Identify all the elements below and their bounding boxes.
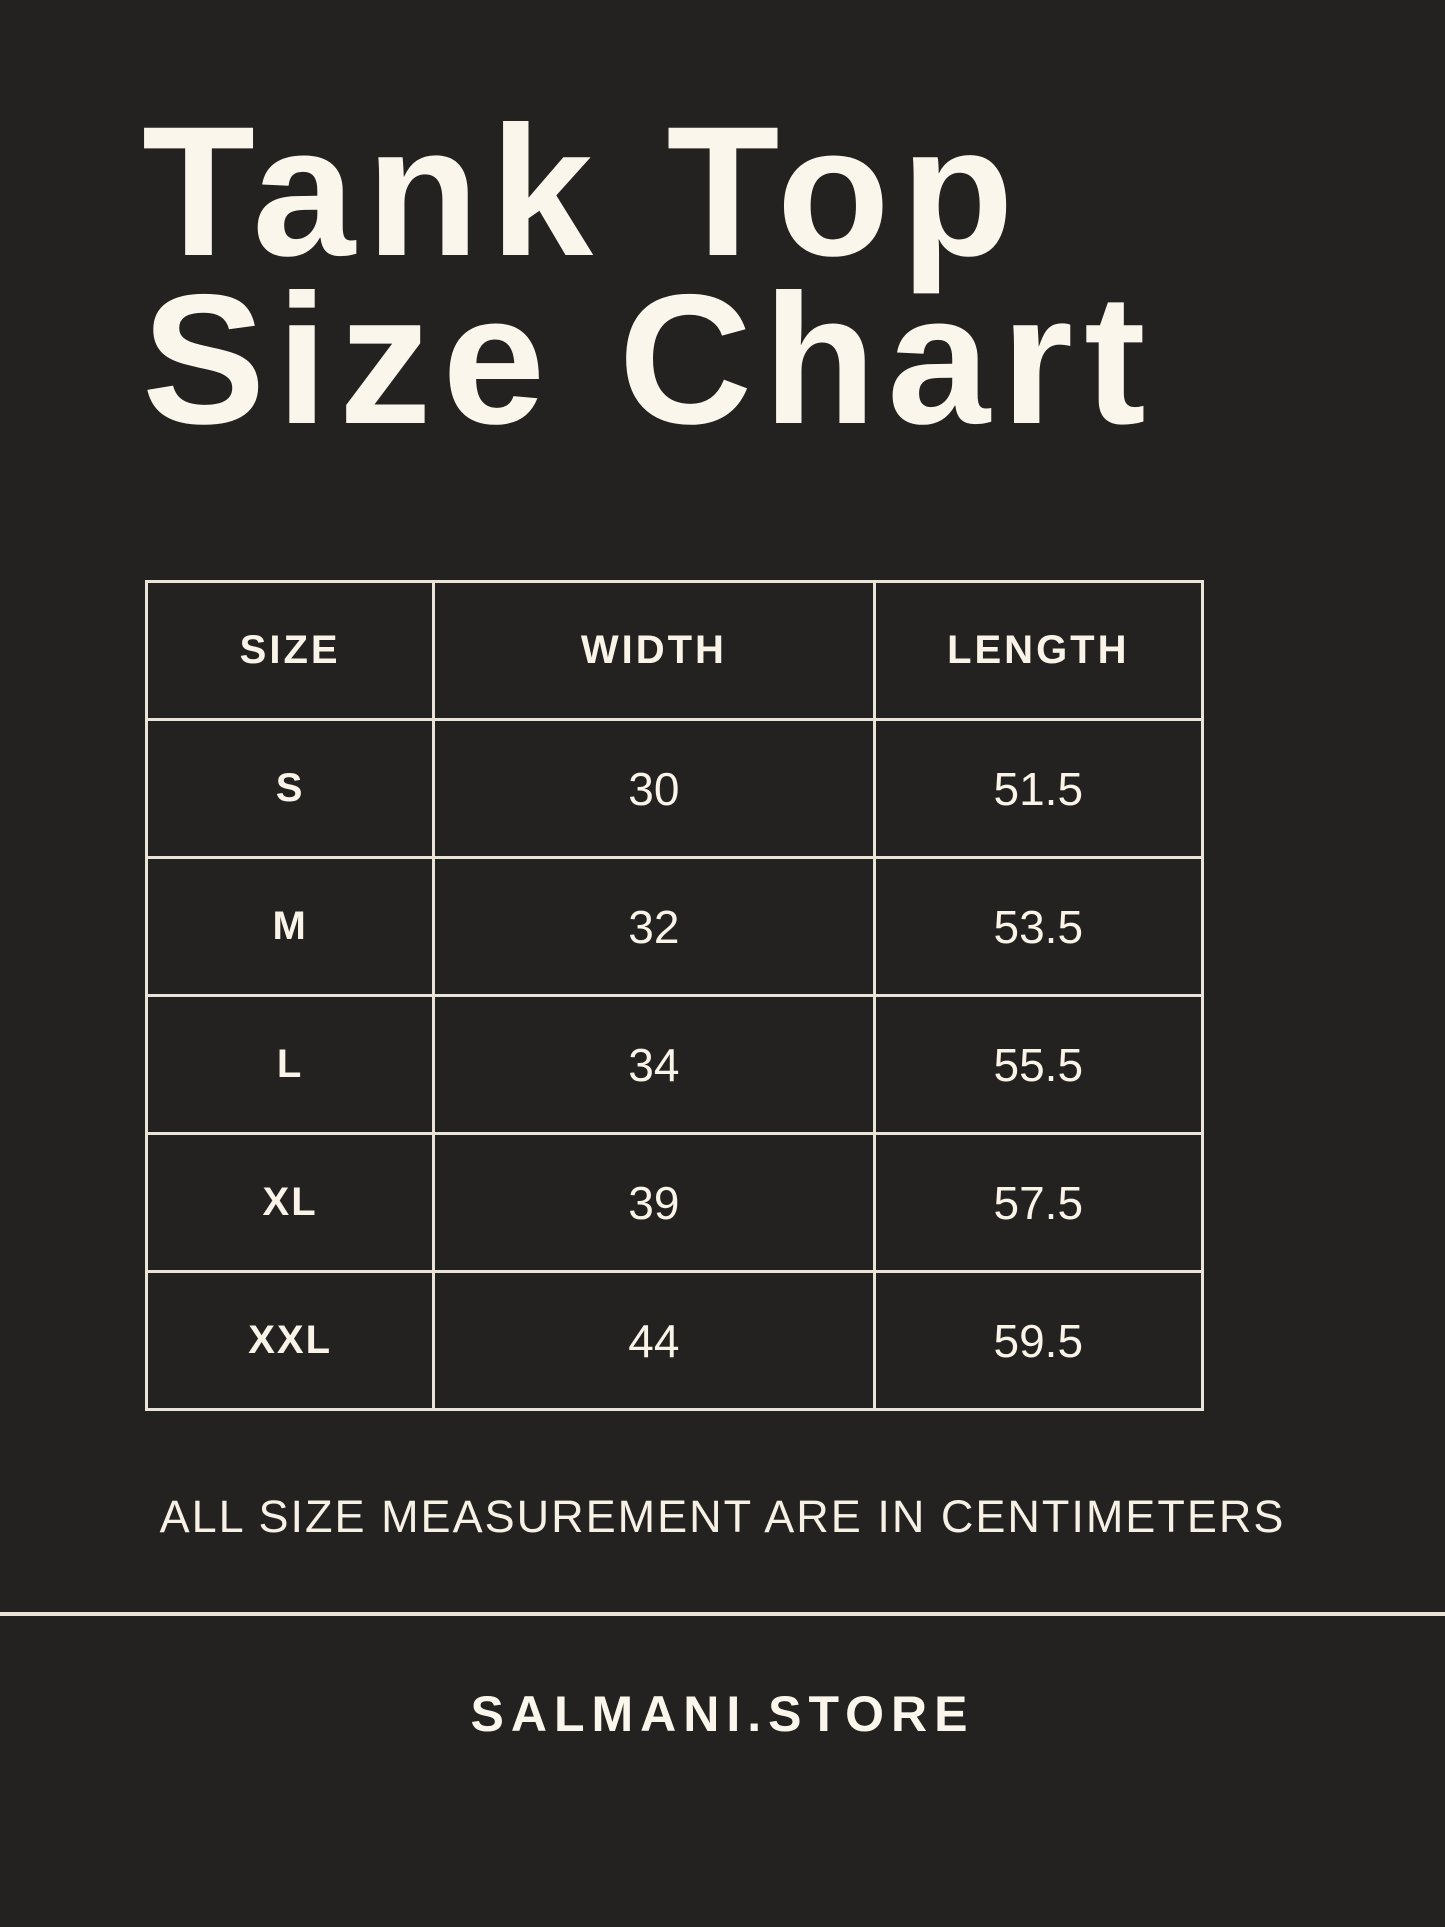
measurement-note: ALL SIZE MEASUREMENT ARE IN CENTIMETERS <box>159 1491 1286 1542</box>
table-row: L 34 55.5 <box>144 994 1205 1135</box>
size-label: M <box>144 856 436 997</box>
length-value: 55.5 <box>872 994 1205 1135</box>
page-title-line-1: Tank Top <box>142 89 1025 295</box>
width-value: 39 <box>432 1132 876 1273</box>
column-header-width: WIDTH <box>432 580 876 721</box>
length-value: 53.5 <box>872 856 1205 997</box>
table-row: XXL 44 59.5 <box>144 1270 1205 1411</box>
width-value: 44 <box>432 1270 876 1411</box>
size-label: XXL <box>144 1270 436 1411</box>
table-header-row: SIZE WIDTH LENGTH <box>144 580 1205 721</box>
width-value: 34 <box>432 994 876 1135</box>
size-chart-table: SIZE WIDTH LENGTH S 30 51.5 M 32 53.5 L … <box>144 580 1205 1411</box>
size-label: XL <box>144 1132 436 1273</box>
page-title: Tank Top Size Chart <box>142 89 1157 463</box>
size-label: S <box>144 718 436 859</box>
length-value: 59.5 <box>872 1270 1205 1411</box>
size-label: L <box>144 994 436 1135</box>
column-header-length: LENGTH <box>872 580 1205 721</box>
length-value: 51.5 <box>872 718 1205 859</box>
table-row: XL 39 57.5 <box>144 1132 1205 1273</box>
table-row: S 30 51.5 <box>144 718 1205 859</box>
store-name: SALMANI.STORE <box>470 1686 975 1742</box>
width-value: 30 <box>432 718 876 859</box>
divider-line <box>0 1612 1445 1616</box>
column-header-size: SIZE <box>144 580 436 721</box>
page-title-line-2: Size Chart <box>142 257 1157 463</box>
table-row: M 32 53.5 <box>144 856 1205 997</box>
width-value: 32 <box>432 856 876 997</box>
length-value: 57.5 <box>872 1132 1205 1273</box>
